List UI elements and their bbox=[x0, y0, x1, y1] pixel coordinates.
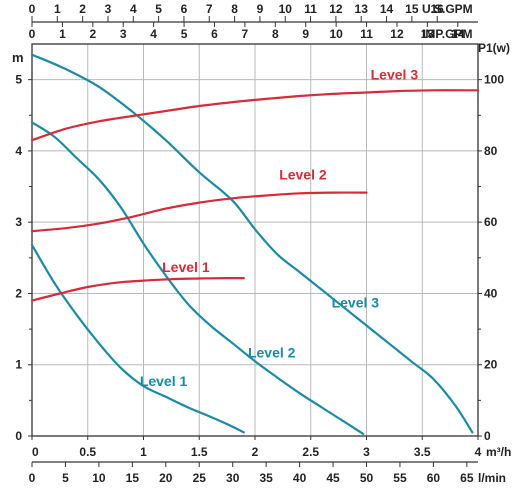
lmin-tick-label: 15 bbox=[126, 471, 140, 485]
usgpm-tick-label: 9 bbox=[257, 2, 264, 16]
right-tick-label: 80 bbox=[484, 144, 498, 158]
left-axis-label: m bbox=[12, 50, 24, 65]
m3h-tick-label: 1 bbox=[140, 445, 147, 459]
lmin-tick-label: 25 bbox=[193, 471, 207, 485]
usgpm-tick-label: 12 bbox=[329, 2, 343, 16]
usgpm-tick-label: 3 bbox=[105, 2, 112, 16]
impgpm-tick-label: 8 bbox=[272, 27, 279, 41]
impgpm-axis-label: IMP.GPM bbox=[422, 27, 472, 41]
usgpm-tick-label: 5 bbox=[155, 2, 162, 16]
lmin-tick-label: 60 bbox=[427, 471, 441, 485]
impgpm-tick-label: 9 bbox=[302, 27, 309, 41]
lmin-tick-label: 5 bbox=[62, 471, 69, 485]
right-tick-label: 60 bbox=[484, 215, 498, 229]
m3h-tick-label: 3 bbox=[363, 445, 370, 459]
impgpm-tick-label: 0 bbox=[29, 27, 36, 41]
impgpm-tick-label: 13 bbox=[421, 27, 435, 41]
impgpm-tick-label: 14 bbox=[451, 27, 465, 41]
lmin-tick-label: 65 bbox=[460, 471, 474, 485]
right-tick-label: 20 bbox=[484, 358, 498, 372]
usgpm-tick-label: 8 bbox=[231, 2, 238, 16]
grid bbox=[32, 44, 478, 436]
left-tick-label: 4 bbox=[15, 144, 22, 158]
power-curve-level-3 bbox=[30, 89, 480, 142]
impgpm-tick-label: 7 bbox=[242, 27, 249, 41]
head-curve-level-2 bbox=[30, 121, 365, 435]
m3h-tick-label: 2.5 bbox=[302, 445, 319, 459]
usgpm-tick-label: 10 bbox=[279, 2, 293, 16]
usgpm-tick-label: 6 bbox=[181, 2, 188, 16]
curve-label-level-1: Level 1 bbox=[140, 373, 188, 389]
left-tick-label: 3 bbox=[15, 215, 22, 229]
right-tick-label: 100 bbox=[484, 73, 504, 87]
curve-label-level-3: Level 3 bbox=[332, 295, 380, 311]
right-tick-label: 0 bbox=[484, 429, 491, 443]
m3h-tick-label: 4 bbox=[475, 445, 482, 459]
impgpm-tick-label: 6 bbox=[211, 27, 218, 41]
left-tick-label: 2 bbox=[15, 286, 22, 300]
curve-label-level-2: Level 2 bbox=[248, 345, 296, 361]
m3h-tick-label: 0 bbox=[32, 445, 39, 459]
impgpm-tick-label: 3 bbox=[120, 27, 127, 41]
lmin-tick-label: 45 bbox=[326, 471, 340, 485]
power-curve-level-1 bbox=[30, 277, 245, 302]
lmin-tick-label: 40 bbox=[293, 471, 307, 485]
lmin-tick-label: 20 bbox=[159, 471, 173, 485]
usgpm-tick-label: 4 bbox=[130, 2, 137, 16]
usgpm-tick-label: 0 bbox=[29, 2, 36, 16]
power-curve-level-2 bbox=[30, 191, 368, 233]
m3h-tick-label: 3.5 bbox=[414, 445, 431, 459]
m3h-axis-label: m³/h bbox=[486, 445, 511, 459]
usgpm-tick-label: 11 bbox=[304, 2, 317, 16]
usgpm-axis-label: U.S.GPM bbox=[422, 2, 473, 16]
left-tick-label: 5 bbox=[15, 73, 22, 87]
impgpm-tick-label: 1 bbox=[59, 27, 66, 41]
left-tick-label: 0 bbox=[15, 429, 22, 443]
lmin-tick-label: 10 bbox=[92, 471, 106, 485]
impgpm-tick-label: 5 bbox=[181, 27, 188, 41]
left-tick-label: 1 bbox=[15, 358, 22, 372]
curve-label-level-3: Level 3 bbox=[371, 67, 419, 83]
usgpm-tick-label: 16 bbox=[431, 2, 445, 16]
usgpm-tick-label: 13 bbox=[355, 2, 369, 16]
curve-label-level-1: Level 1 bbox=[162, 259, 210, 275]
m3h-tick-label: 0.5 bbox=[79, 445, 96, 459]
m3h-tick-label: 2 bbox=[252, 445, 259, 459]
lmin-tick-label: 30 bbox=[226, 471, 240, 485]
curves bbox=[30, 53, 480, 435]
impgpm-tick-label: 10 bbox=[329, 27, 343, 41]
impgpm-tick-label: 4 bbox=[150, 27, 157, 41]
lmin-tick-label: 35 bbox=[259, 471, 273, 485]
head-curve-level-3 bbox=[30, 53, 474, 434]
m3h-tick-label: 1.5 bbox=[191, 445, 208, 459]
lmin-axis-label: l/min bbox=[478, 471, 506, 485]
right-axis-label: P1(w) bbox=[478, 41, 510, 55]
usgpm-tick-label: 15 bbox=[405, 2, 419, 16]
head-curve-level-1 bbox=[30, 243, 245, 434]
impgpm-tick-label: 12 bbox=[390, 27, 404, 41]
lmin-tick-label: 0 bbox=[29, 471, 36, 485]
right-tick-label: 40 bbox=[484, 286, 498, 300]
impgpm-tick-label: 2 bbox=[89, 27, 96, 41]
usgpm-tick-label: 2 bbox=[79, 2, 86, 16]
impgpm-tick-label: 11 bbox=[360, 27, 373, 41]
usgpm-tick-label: 7 bbox=[206, 2, 213, 16]
usgpm-tick-label: 14 bbox=[380, 2, 394, 16]
lmin-tick-label: 55 bbox=[393, 471, 407, 485]
curve-label-level-2: Level 2 bbox=[279, 166, 327, 182]
lmin-tick-label: 50 bbox=[360, 471, 374, 485]
usgpm-tick-label: 1 bbox=[54, 2, 61, 16]
curve-labels: Level 1 Level 2 Level 3 Level 1 Level 2 Level… bbox=[140, 67, 418, 389]
